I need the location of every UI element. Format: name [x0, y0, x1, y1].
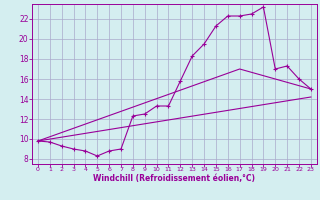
- X-axis label: Windchill (Refroidissement éolien,°C): Windchill (Refroidissement éolien,°C): [93, 174, 255, 183]
